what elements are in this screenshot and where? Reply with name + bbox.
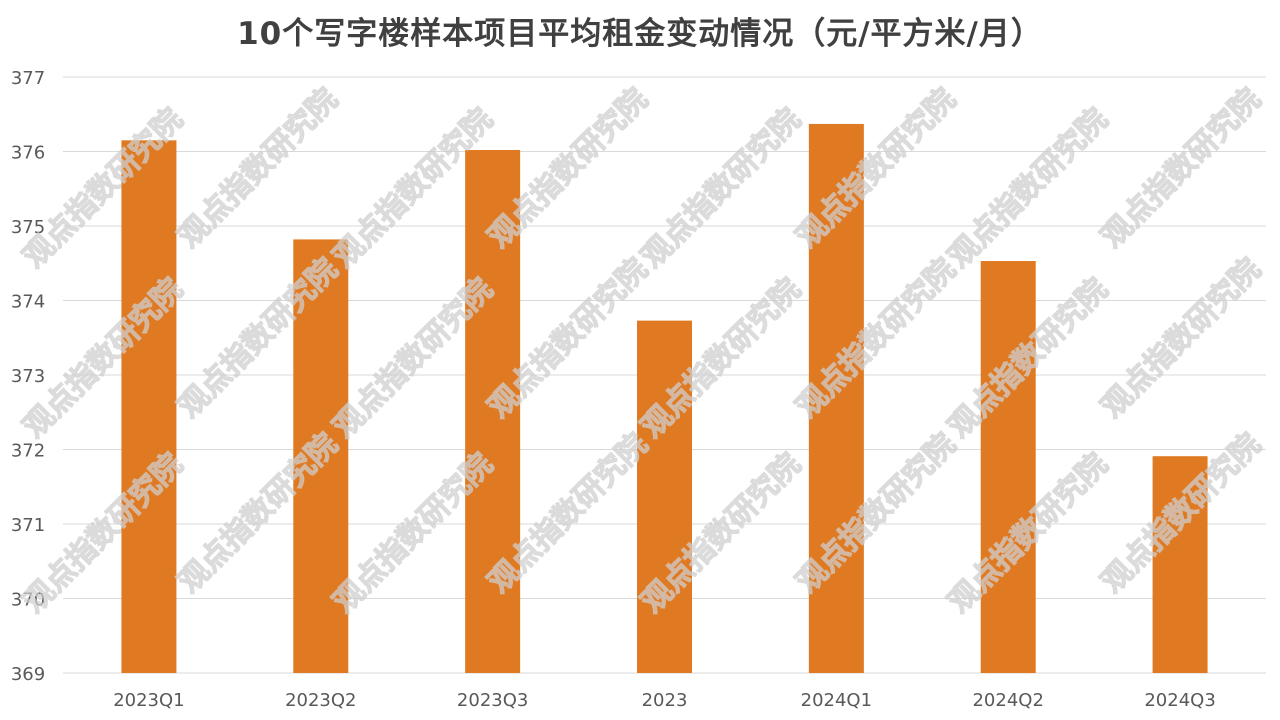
bar-2024q3 [1152, 456, 1208, 673]
y-tick-label: 369 [11, 664, 45, 685]
x-tick-label: 2024Q1 [801, 690, 872, 711]
x-tick-label: 2023Q2 [285, 690, 356, 711]
x-tick-label: 2023Q3 [457, 690, 528, 711]
bars [121, 123, 1208, 673]
watermark-text: 观点指数研究院 [942, 102, 1115, 275]
chart-title: 10个写字楼样本项目平均租金变动情况（元/平方米/月） [237, 16, 1043, 52]
bar-2023 [637, 320, 692, 673]
y-tick-label: 377 [11, 68, 45, 89]
bar-2023q1 [121, 140, 177, 673]
y-tick-label: 375 [11, 217, 45, 238]
y-tick-label: 373 [11, 366, 45, 387]
x-tick-label: 2024Q3 [1144, 690, 1215, 711]
y-tick-label: 374 [11, 292, 45, 313]
bar-2023q2 [293, 239, 349, 673]
watermark-text: 观点指数研究院 [1095, 82, 1268, 255]
watermark-text: 观点指数研究院 [172, 82, 345, 255]
x-tick-label: 2024Q2 [972, 690, 1043, 711]
x-axis-ticks: 2023Q1 2023Q2 2023Q3 2023 2024Q1 2024Q2 2024Q3 [113, 690, 1216, 711]
bar-2024q2 [980, 261, 1036, 673]
x-tick-label: 2023 [642, 690, 688, 711]
y-tick-label: 371 [11, 515, 45, 536]
watermark-text: 观点指数研究院 [1095, 252, 1268, 425]
y-tick-label: 376 [11, 143, 45, 164]
y-tick-label: 370 [11, 590, 45, 611]
watermark-text: 观点指数研究院 [635, 102, 808, 275]
y-axis-ticks: 369 370 371 372 373 374 375 376 377 [11, 68, 45, 685]
y-tick-label: 372 [11, 441, 45, 462]
bar-2024q1 [808, 123, 864, 673]
bar-2023q3 [465, 150, 521, 673]
x-tick-label: 2023Q1 [113, 690, 184, 711]
